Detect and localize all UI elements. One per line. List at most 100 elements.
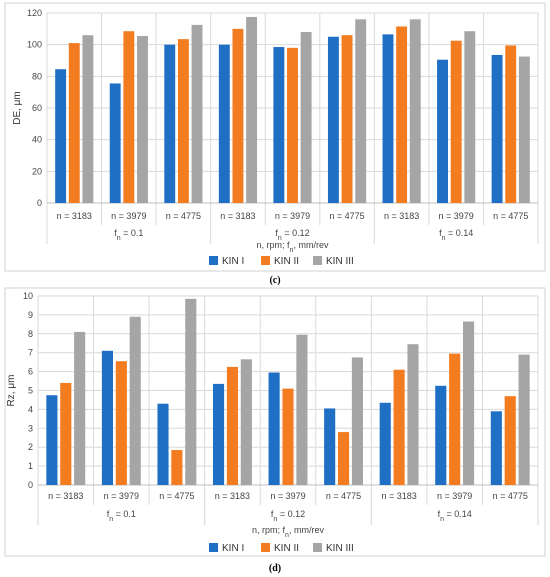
- bar-kin-i: [382, 34, 394, 203]
- x-tick-label: n = 3979: [275, 211, 310, 221]
- bar-kin-iii: [409, 19, 421, 204]
- bar-kin-iii: [300, 32, 312, 203]
- y-tick-label: 6: [28, 367, 33, 377]
- bar-kin-ii: [504, 396, 516, 485]
- bar-kin-iii: [185, 298, 197, 485]
- group-label: fn = 0.12: [275, 228, 309, 242]
- chart-panel-1: 0 20 40 60 80 100 120 DE, μm n = 3183 n = 3979 n =…: [4, 2, 546, 272]
- bar-kin-iii: [464, 31, 476, 204]
- y-tick-label: 2: [28, 442, 33, 452]
- legend-label: KIN III: [326, 543, 354, 554]
- chart-frame: [4, 2, 546, 272]
- y-tick-label: 40: [32, 135, 42, 145]
- bar-kin-iii: [82, 35, 94, 203]
- group-label: fn = 0.12: [271, 509, 305, 523]
- x-tick-label: n = 3979: [439, 211, 474, 221]
- bar-kin-ii: [396, 26, 408, 204]
- y-tick-label: 4: [28, 404, 33, 414]
- y-tick-label: 80: [32, 71, 42, 81]
- legend-swatch: [313, 543, 322, 552]
- group-label: fn = 0.1: [107, 509, 136, 523]
- x-tick-label: n = 3183: [384, 211, 419, 221]
- bar-kin-iii: [246, 16, 258, 204]
- y-tick-label: 100: [27, 40, 42, 50]
- x-tick-label: n = 3183: [381, 491, 416, 501]
- legend-label: KIN III: [326, 256, 354, 267]
- x-tick-label: n = 3979: [111, 211, 146, 221]
- x-tick-label: n = 3979: [270, 491, 305, 501]
- bar-kin-ii: [393, 369, 405, 485]
- bar-kin-i: [101, 350, 113, 485]
- panel-label: (d): [269, 563, 281, 574]
- legend-label: KIN II: [274, 256, 299, 267]
- bar-kin-ii: [226, 366, 238, 485]
- bar-kin-i: [157, 403, 169, 485]
- x-tick-label: n = 4775: [329, 211, 364, 221]
- y-tick-label: 60: [32, 103, 42, 113]
- bar-kin-ii: [341, 35, 353, 203]
- bar-kin-ii: [60, 382, 72, 485]
- y-axis-label: DE, μm: [12, 91, 23, 125]
- bar-kin-iii: [191, 24, 203, 203]
- bar-kin-ii: [338, 432, 350, 485]
- bar-kin-iii: [351, 357, 363, 485]
- bar-kin-ii: [68, 43, 80, 204]
- bar-kin-iii: [296, 334, 308, 485]
- bar-kin-iii: [129, 316, 141, 485]
- chart-panel-2: 0 1 2 3 4 5 6 7 8 9 10 Rz, μm n = 3183 n = 3979 n = 47…: [4, 287, 546, 557]
- y-tick-label: 8: [28, 329, 33, 339]
- bar-kin-iii: [355, 19, 367, 204]
- bar-kin-iii: [240, 359, 252, 485]
- bar-kin-i: [435, 385, 447, 485]
- legend-swatch: [261, 543, 270, 552]
- x-tick-label: n = 3979: [437, 491, 472, 501]
- bar-kin-i: [164, 44, 176, 203]
- bar-kin-iii: [407, 344, 419, 485]
- bar-kin-iii: [463, 321, 475, 485]
- bar-kin-i: [213, 383, 225, 485]
- group-label: fn = 0.14: [439, 228, 473, 242]
- group-label: fn = 0.14: [438, 509, 472, 523]
- x-tick-label: n = 3183: [57, 211, 92, 221]
- bar-kin-ii: [123, 31, 135, 204]
- x-tick-label: n = 4775: [166, 211, 201, 221]
- chart-frame: [4, 287, 546, 557]
- bar-kin-ii: [505, 45, 517, 204]
- bar-kin-i: [268, 372, 280, 485]
- bar-kin-ii: [449, 353, 461, 485]
- bar-kin-iii: [518, 354, 530, 485]
- y-tick-label: 0: [37, 198, 42, 208]
- group-label: fn = 0.1: [114, 228, 143, 242]
- bar-kin-i: [327, 36, 339, 203]
- legend-label: KIN II: [274, 543, 299, 554]
- x-tick-label: n = 3183: [220, 211, 255, 221]
- x-axis-label: n, rpm; fn, mm/rev: [252, 525, 324, 539]
- y-tick-label: 0: [28, 480, 33, 490]
- bar-kin-i: [55, 69, 67, 203]
- y-tick-label: 10: [23, 291, 33, 301]
- bar-kin-i: [324, 408, 336, 485]
- bar-kin-i: [273, 47, 285, 203]
- bar-kin-i: [46, 395, 58, 485]
- y-tick-label: 3: [28, 423, 33, 433]
- bar-kin-i: [218, 44, 230, 203]
- bar-kin-ii: [171, 450, 183, 485]
- y-tick-label: 20: [32, 166, 42, 176]
- bar-kin-ii: [287, 47, 298, 204]
- legend-label: KIN I: [222, 543, 244, 554]
- y-tick-label: 120: [27, 8, 42, 18]
- x-tick-label: n = 3183: [215, 491, 250, 501]
- y-axis-label: Rz, μm: [6, 375, 17, 407]
- bar-kin-ii: [232, 28, 244, 204]
- bar-kin-iii: [518, 56, 530, 203]
- bar-kin-i: [491, 54, 503, 204]
- x-tick-label: n = 3183: [48, 491, 83, 501]
- x-tick-label: n = 4775: [493, 491, 528, 501]
- bar-kin-iii: [74, 331, 86, 485]
- legend-label: KIN I: [222, 256, 244, 267]
- legend-swatch: [209, 256, 218, 265]
- bar-kin-ii: [282, 388, 294, 485]
- x-tick-label: n = 4775: [326, 491, 361, 501]
- x-tick-label: n = 4775: [493, 211, 528, 221]
